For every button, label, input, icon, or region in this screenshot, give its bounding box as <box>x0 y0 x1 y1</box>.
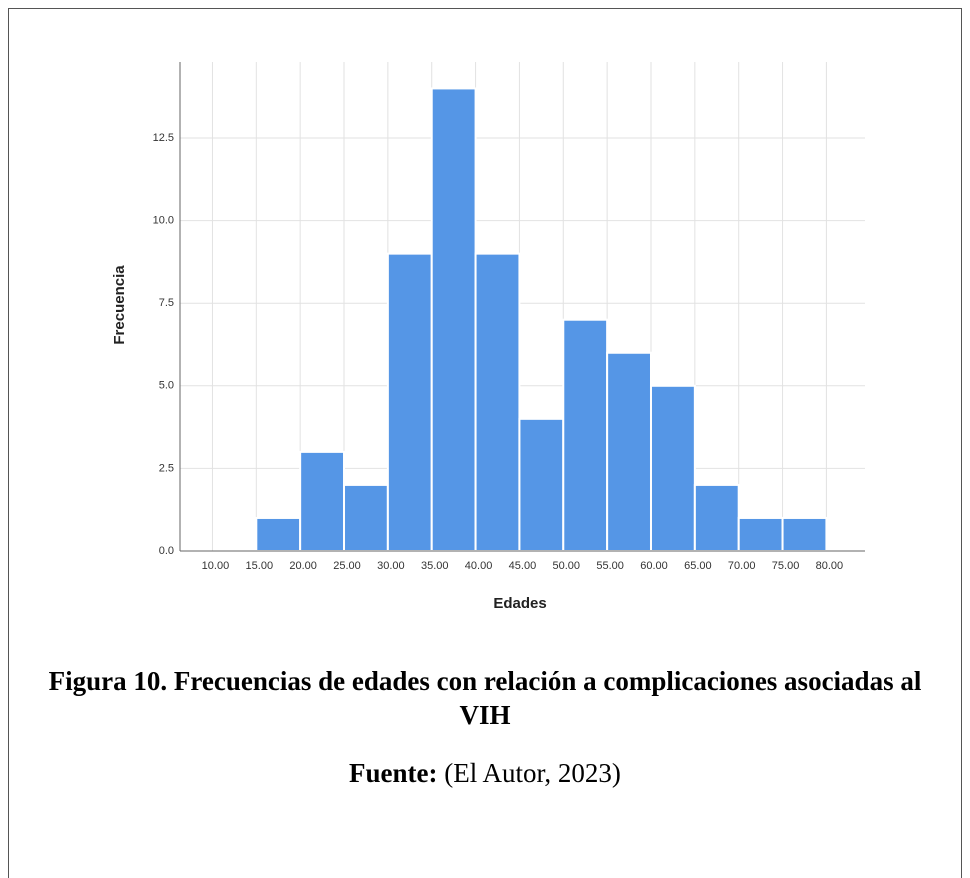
x-tick-label: 50.00 <box>553 560 581 572</box>
bar <box>343 483 389 552</box>
x-tick-label: 55.00 <box>596 560 624 572</box>
x-tick-label: 75.00 <box>772 560 800 572</box>
x-tick-label: 70.00 <box>728 560 756 572</box>
x-tick-label: 25.00 <box>333 560 361 572</box>
bar <box>255 516 302 553</box>
x-tick-label: 10.00 <box>202 560 230 572</box>
bar <box>430 87 477 552</box>
x-tick-label: 15.00 <box>246 560 274 572</box>
figure-caption: Figura 10. Frecuencias de edades con rel… <box>48 666 922 730</box>
bar <box>649 384 696 552</box>
x-tick-label: 35.00 <box>421 560 449 572</box>
y-tick-label: 12.5 <box>153 132 174 144</box>
x-tick-label: 60.00 <box>640 560 668 572</box>
x-tick-label: 30.00 <box>377 560 405 572</box>
x-tick-label: 40.00 <box>465 560 493 572</box>
bar <box>299 450 346 553</box>
bar <box>518 417 565 552</box>
bar <box>606 351 652 552</box>
x-tick-label: 65.00 <box>684 560 712 572</box>
x-tick-label: 80.00 <box>816 560 844 572</box>
bar <box>781 516 828 553</box>
frame <box>8 8 962 878</box>
source: (El Autor, 2023) <box>444 758 621 788</box>
bar <box>737 516 784 553</box>
x-tick-label: 45.00 <box>509 560 537 572</box>
x-axis-label: Edades <box>493 595 546 612</box>
bar <box>386 252 433 552</box>
source-line: Fuente: (El Autor, 2023) <box>0 758 970 789</box>
bar <box>693 483 740 552</box>
y-tick-label: 5.0 <box>159 380 174 392</box>
y-axis-label: Frecuencia <box>111 265 128 345</box>
bar <box>562 318 609 552</box>
y-tick-label: 10.0 <box>153 215 174 227</box>
bar <box>474 252 521 552</box>
x-tick-label: 20.00 <box>289 560 317 572</box>
y-tick-label: 0.0 <box>159 545 174 557</box>
y-tick-label: 2.5 <box>159 462 174 474</box>
source-label: Fuente: <box>349 758 438 788</box>
y-tick-label: 7.5 <box>159 297 174 309</box>
